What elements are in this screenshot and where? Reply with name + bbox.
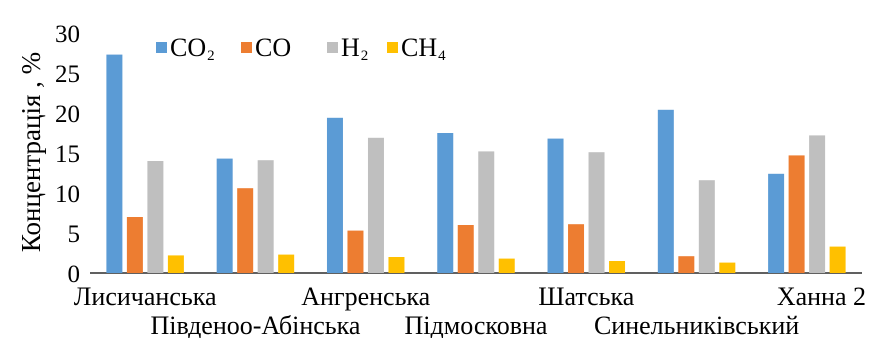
y-tick-label: 20	[55, 101, 80, 128]
bar	[829, 246, 846, 273]
bar	[768, 173, 785, 273]
legend-swatch	[387, 42, 398, 53]
bar	[257, 160, 274, 273]
y-tick-label: 0	[68, 261, 81, 288]
bar	[698, 180, 715, 273]
legend-swatch	[327, 42, 338, 53]
y-tick-label: 30	[55, 21, 80, 48]
legend-entry: CO2	[170, 33, 215, 64]
y-tick-label: 10	[55, 181, 80, 208]
bar	[568, 224, 585, 273]
bar	[216, 158, 233, 273]
bars	[106, 54, 846, 273]
y-axis-ticks: 0 5 10 15 20 25 30	[55, 21, 80, 288]
bar	[167, 255, 184, 273]
bar	[457, 225, 474, 273]
bar	[657, 109, 674, 273]
bar	[478, 151, 495, 273]
y-tick-label: 5	[68, 221, 81, 248]
legend: CO2 CO H2 CH4	[156, 33, 446, 64]
bar	[788, 155, 805, 273]
legend-swatch	[241, 42, 252, 53]
bar	[588, 152, 605, 273]
bar	[498, 258, 515, 273]
category-label: Підмосковна	[405, 311, 548, 338]
category-labels: ЛисичанськаПівденоо-АбінськаАнгренськаПі…	[74, 282, 866, 338]
bar	[367, 137, 384, 273]
bar	[609, 261, 626, 273]
legend-entry: CH4	[401, 33, 446, 64]
bar	[126, 217, 143, 273]
bar	[347, 230, 364, 273]
bar	[106, 54, 123, 273]
bar	[547, 138, 564, 273]
category-label: Ангренська	[301, 282, 430, 311]
bar	[326, 117, 343, 273]
category-label: Шатська	[538, 282, 634, 311]
category-label: Лисичанська	[74, 282, 217, 311]
bar	[719, 262, 736, 273]
category-label: Ханна 2	[777, 282, 866, 311]
category-label: Південоо-Абінська	[150, 311, 360, 338]
bar	[278, 254, 295, 273]
bar	[147, 161, 164, 273]
bar	[809, 135, 826, 273]
bar	[437, 133, 454, 273]
bar	[678, 256, 695, 273]
y-tick-label: 25	[55, 61, 80, 88]
legend-swatch	[156, 42, 167, 53]
legend-entry: H2	[341, 33, 368, 64]
bar	[388, 257, 405, 273]
legend-entry: CO	[255, 33, 291, 62]
y-tick-label: 15	[55, 141, 80, 168]
y-axis-label: Концентрація , %	[16, 52, 46, 252]
category-label: Синельниківський	[594, 311, 799, 338]
bar	[237, 188, 254, 273]
